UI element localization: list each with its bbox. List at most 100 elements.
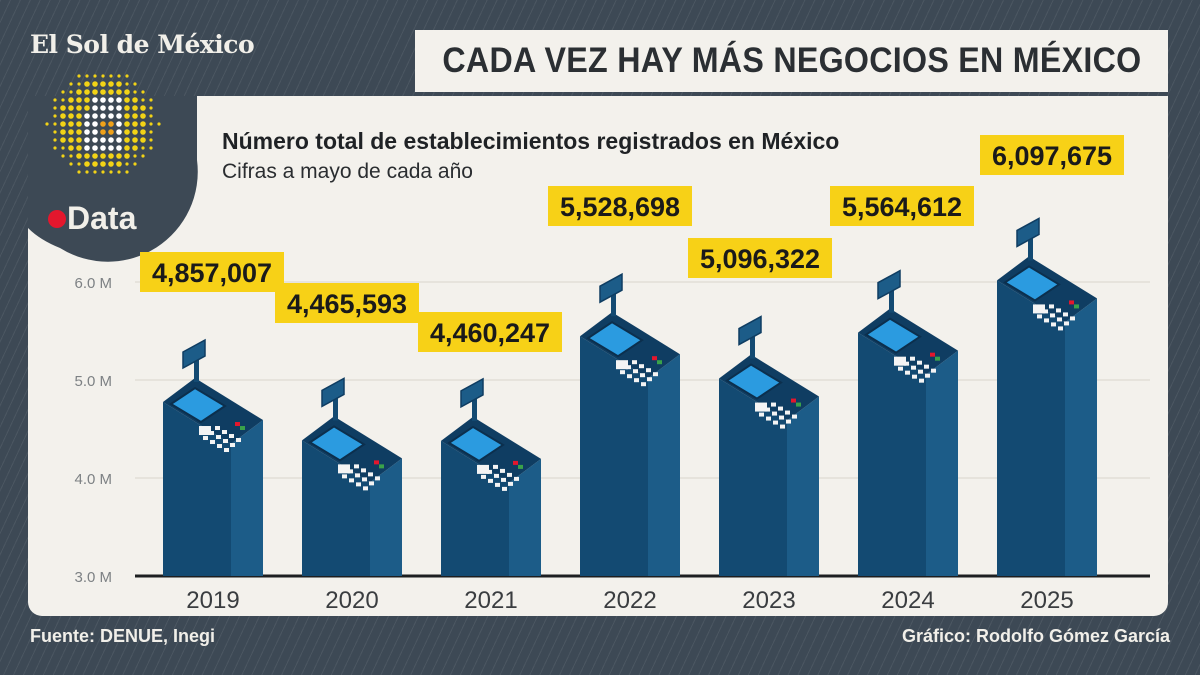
bar-2023 [719, 315, 819, 576]
bar-right-face [787, 396, 819, 576]
register-screen [725, 363, 783, 400]
data-label: 4,857,007 [152, 258, 272, 288]
y-tick-label: 3.0 M [74, 569, 112, 586]
keypad-key [912, 374, 917, 379]
data-label: 5,528,698 [560, 192, 680, 222]
bar-left-face [441, 440, 509, 576]
x-tick-label: 2019 [186, 587, 239, 614]
keypad-key [640, 373, 645, 378]
data-label-bg [418, 312, 562, 352]
receipt [755, 402, 767, 412]
keypad-key [494, 473, 499, 478]
x-tick-label: 2023 [742, 587, 795, 614]
display-pole [194, 358, 199, 383]
receipt [894, 356, 906, 366]
keypad-key [500, 468, 505, 473]
keypad-key [368, 472, 373, 477]
data-label: 6,097,675 [992, 141, 1112, 171]
keypad-key [502, 486, 507, 491]
y-tick-label: 6.0 M [74, 275, 112, 292]
red-key [374, 460, 379, 465]
keypad-key [627, 374, 632, 379]
keypad-key [1064, 321, 1069, 326]
bar-right-face [926, 350, 958, 576]
keypad-key [209, 431, 214, 436]
keypad-key [779, 415, 784, 420]
data-label: 4,460,247 [430, 318, 550, 348]
display-pole [472, 396, 477, 421]
keypad-key [363, 486, 368, 491]
keypad-key [1058, 326, 1063, 331]
dot-matrix-icon [45, 74, 161, 174]
keypad-key [924, 364, 929, 369]
customer-display [738, 315, 762, 346]
y-tick-label: 4.0 M [74, 471, 112, 488]
keypad-key [230, 443, 235, 448]
bar-2019 [163, 338, 263, 576]
keypad-key [639, 364, 644, 369]
keypad-key [759, 412, 764, 417]
keypad-key [362, 477, 367, 482]
keypad-key [931, 368, 936, 373]
red-key [513, 460, 518, 465]
bar-2024 [858, 269, 958, 576]
bar-right-face [648, 354, 680, 576]
bar-2025 [997, 217, 1097, 576]
keypad-key [918, 369, 923, 374]
keypad-key [375, 476, 380, 481]
green-key [518, 464, 523, 469]
register-screen [447, 425, 505, 463]
keypad-key [910, 356, 915, 361]
bar-left-face [580, 336, 648, 576]
data-label-bg [548, 186, 692, 226]
green-key [1074, 304, 1079, 309]
x-tick-label: 2024 [881, 587, 934, 614]
customer-display [599, 272, 623, 304]
display-pole [889, 288, 894, 313]
red-key [652, 356, 657, 361]
keypad-key [1056, 308, 1061, 313]
keypad-key [792, 414, 797, 419]
bar-right-face [509, 458, 541, 576]
keypad-key [361, 468, 366, 473]
green-key [935, 356, 940, 361]
customer-display [877, 269, 901, 300]
x-tick-label: 2025 [1020, 587, 1073, 614]
keypad-key [780, 424, 785, 429]
keypad-key [222, 430, 227, 435]
keypad-key [898, 366, 903, 371]
x-tick-label: 2022 [603, 587, 656, 614]
keypad-key [1037, 314, 1042, 319]
keypad-key [495, 482, 500, 487]
register-screen [864, 317, 922, 354]
customer-display [1016, 217, 1040, 248]
receipt [616, 360, 628, 370]
green-key [796, 402, 801, 407]
red-key [791, 398, 796, 403]
keypad-key [493, 464, 498, 469]
keypad-key [1057, 317, 1062, 322]
receipt [1033, 304, 1045, 314]
bar-right-face [231, 420, 263, 576]
red-key [235, 422, 240, 427]
receipt [199, 426, 211, 436]
keypad-key [1063, 312, 1068, 317]
keypad-key [647, 377, 652, 382]
data-label: 5,096,322 [700, 244, 820, 274]
data-label: 4,465,593 [287, 289, 407, 319]
keypad-key [342, 474, 347, 479]
customer-display [182, 338, 206, 370]
display-pole [611, 292, 616, 317]
x-tick-label: 2020 [325, 587, 378, 614]
keypad-key [1049, 304, 1054, 309]
bar-2020 [302, 377, 402, 576]
customer-display [460, 377, 484, 409]
source-note: Fuente: DENUE, Inegi [30, 626, 216, 646]
keypad-key [633, 369, 638, 374]
keypad-key [772, 411, 777, 416]
keypad-key [356, 482, 361, 487]
chart-title: Número total de establecimientos registr… [222, 128, 840, 154]
headline-box: CADA VEZ HAY MÁS NEGOCIOS EN MÉXICO [415, 30, 1168, 92]
receipt [338, 464, 350, 474]
keypad-key [1051, 322, 1056, 327]
